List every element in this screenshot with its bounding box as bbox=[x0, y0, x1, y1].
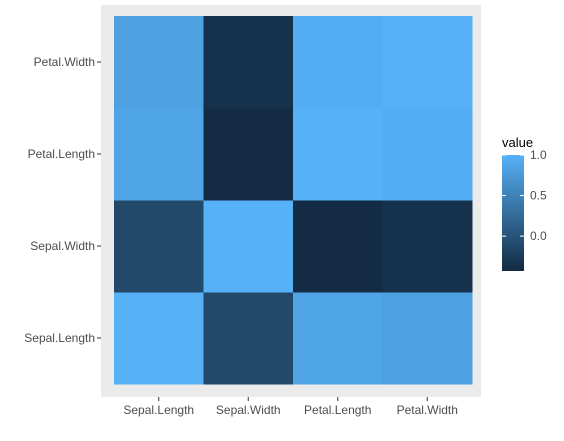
x-tick-label: Petal.Width bbox=[397, 403, 458, 417]
y-tick-label: Sepal.Length bbox=[24, 331, 95, 345]
x-tick-label: Petal.Length bbox=[304, 403, 371, 417]
heatmap-cell bbox=[293, 108, 383, 201]
x-tick-label: Sepal.Width bbox=[216, 403, 281, 417]
heatmap-cell bbox=[114, 16, 204, 109]
heatmap-cell bbox=[203, 16, 294, 109]
x-axis: Sepal.Length Sepal.Width Petal.Length Petal… bbox=[123, 397, 458, 417]
heatmap-cell bbox=[293, 16, 383, 109]
heatmap-cell bbox=[382, 200, 473, 293]
y-tick-label: Petal.Length bbox=[28, 147, 95, 161]
y-axis: Sepal.Length Sepal.Width Petal.Length Petal… bbox=[24, 55, 101, 345]
legend-tick-label: 0.0 bbox=[530, 229, 547, 243]
legend-ticks: 1.0 0.5 0.0 bbox=[502, 148, 547, 243]
heatmap-cells bbox=[114, 16, 473, 385]
heatmap-cell bbox=[114, 292, 204, 385]
heatmap-cell bbox=[382, 108, 473, 201]
heatmap-cell bbox=[114, 108, 204, 201]
legend-colorbar bbox=[502, 155, 524, 271]
heatmap-cell bbox=[203, 200, 294, 293]
legend: value 1.0 0.5 0.0 bbox=[502, 135, 547, 271]
heatmap-cell bbox=[114, 200, 204, 293]
heatmap-cell bbox=[382, 16, 473, 109]
x-tick-label: Sepal.Length bbox=[123, 403, 194, 417]
heatmap-cell bbox=[382, 292, 473, 385]
heatmap-cell bbox=[293, 200, 383, 293]
legend-title: value bbox=[502, 135, 533, 150]
heatmap-cell bbox=[203, 108, 294, 201]
heatmap-cell bbox=[203, 292, 294, 385]
y-tick-label: Sepal.Width bbox=[30, 239, 95, 253]
legend-tick-label: 0.5 bbox=[530, 189, 547, 203]
y-tick-label: Petal.Width bbox=[34, 55, 95, 69]
heatmap-cell bbox=[293, 292, 383, 385]
legend-tick-label: 1.0 bbox=[530, 148, 547, 162]
